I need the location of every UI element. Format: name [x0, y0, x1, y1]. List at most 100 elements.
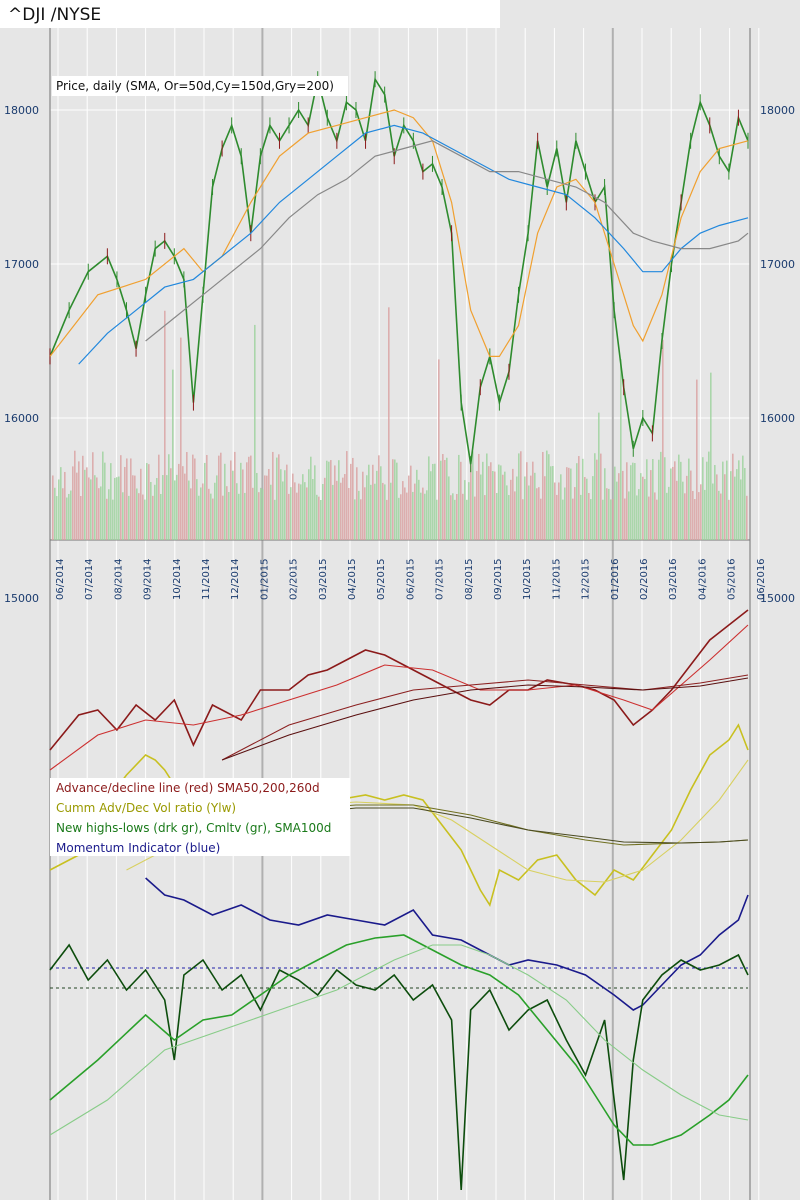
volume-bar: [700, 484, 702, 540]
volume-bar: [438, 359, 440, 540]
volume-bar: [410, 465, 412, 540]
volume-bar: [270, 484, 272, 540]
month-label: 03/2016: [668, 558, 679, 600]
volume-bar: [398, 497, 400, 540]
volume-bar: [370, 484, 372, 540]
month-label: 04/2016: [697, 558, 708, 600]
volume-bar: [692, 490, 694, 540]
volume-bar: [566, 467, 568, 540]
volume-bar: [234, 451, 236, 540]
month-label: 04/2015: [347, 558, 358, 600]
month-label: 06/2014: [55, 558, 66, 600]
volume-bar: [284, 470, 286, 540]
volume-bar: [208, 488, 210, 540]
volume-bar: [584, 477, 586, 540]
volume-bar: [134, 475, 136, 540]
volume-bar: [660, 451, 662, 540]
month-label: 12/2014: [230, 558, 241, 600]
volume-bar: [160, 493, 162, 540]
volume-bar: [522, 499, 524, 540]
volume-bar: [462, 493, 464, 540]
volume-bar: [210, 493, 212, 540]
volume-bar: [256, 472, 258, 540]
price-series: [49, 71, 749, 473]
month-label: 02/2015: [289, 558, 300, 600]
volume-bar: [652, 458, 654, 540]
volume-bar: [654, 492, 656, 540]
volume-bar: [710, 372, 712, 540]
volume-bar: [124, 466, 126, 540]
volume-bar: [624, 498, 626, 540]
volume-bar: [162, 475, 164, 540]
volume-bar: [382, 482, 384, 540]
volume-bar: [296, 492, 298, 540]
volume-bar: [188, 480, 190, 540]
volume-bar: [280, 469, 282, 540]
volume-bar: [680, 461, 682, 540]
volume-bar: [616, 481, 618, 540]
breadth-series: [49, 609, 749, 1191]
volume-bar: [260, 487, 262, 540]
volume-bar: [720, 493, 722, 540]
volume-bar: [694, 499, 696, 540]
volume-bar: [404, 487, 406, 540]
price-tick-right: 16000: [760, 412, 795, 425]
volume-bar: [570, 468, 572, 540]
volume-bar: [174, 480, 176, 540]
volume-bar: [578, 456, 580, 540]
volume-bar: [448, 476, 450, 540]
volume-bar: [600, 453, 602, 540]
volume-bar: [92, 452, 94, 540]
volume-bar: [104, 462, 106, 540]
series-vol_sma_b: [288, 804, 749, 846]
volume-bar: [628, 491, 630, 540]
volume-bar: [138, 493, 140, 540]
volume-bar: [330, 460, 332, 540]
volume-bar: [696, 379, 698, 540]
volume-bar: [474, 496, 476, 540]
chart-title: ^DJI /NYSE: [8, 5, 101, 25]
volume-bar: [534, 472, 536, 540]
price-legend: Price, daily (SMA, Or=50d,Cy=150d,Gry=20…: [56, 79, 334, 93]
volume-bar: [352, 457, 354, 540]
volume-bar: [142, 494, 144, 540]
volume-bar: [558, 482, 560, 540]
volume-bar: [218, 455, 220, 540]
title-box: [0, 0, 500, 28]
volume-bar: [732, 453, 734, 540]
volume-bar: [318, 496, 320, 540]
volume-bar: [388, 307, 390, 540]
volume-bar: [274, 499, 276, 540]
volume-bar: [200, 487, 202, 540]
volume-bar: [220, 452, 222, 540]
volume-bar: [666, 492, 668, 540]
month-label: 09/2015: [493, 558, 504, 600]
volume-bar: [446, 457, 448, 540]
volume-bar: [714, 465, 716, 540]
volume-bar: [690, 470, 692, 540]
volume-bar: [228, 492, 230, 540]
volume-bar: [62, 488, 64, 540]
volume-bar: [254, 324, 256, 540]
month-label: 07/2014: [84, 558, 95, 600]
volume-bar: [636, 495, 638, 540]
volume-bar: [58, 479, 60, 540]
price-tick-right: 17000: [760, 258, 795, 271]
month-label: 11/2015: [551, 558, 562, 600]
volume-bar: [158, 454, 160, 540]
volume-bar: [336, 480, 338, 540]
volume-bar: [320, 499, 322, 540]
volume-bar: [580, 494, 582, 540]
volume-bar: [702, 457, 704, 540]
volume-bar: [540, 498, 542, 540]
volume-bar: [224, 463, 226, 540]
volume-bar: [602, 499, 604, 540]
volume-bar: [350, 463, 352, 540]
volume-bar: [730, 471, 732, 540]
volume-bar: [252, 487, 254, 540]
volume-bar: [574, 487, 576, 540]
volume-bar: [150, 482, 152, 540]
volume-bar: [530, 475, 532, 540]
volume-bar: [122, 492, 124, 540]
volume-bar: [132, 475, 134, 540]
